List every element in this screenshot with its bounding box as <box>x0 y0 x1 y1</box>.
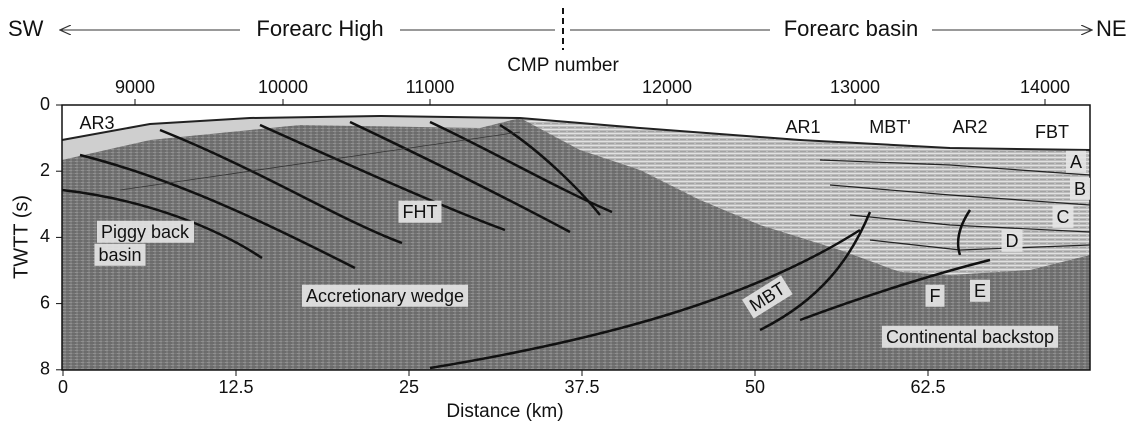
annotation-text: AR1 <box>785 117 820 137</box>
annotation-text: FBT <box>1035 122 1069 142</box>
annotation: Piggy back <box>97 221 194 243</box>
annotation-text: B <box>1074 179 1086 199</box>
annotation-text: Continental backstop <box>886 327 1054 347</box>
x-tick-label: 37.5 <box>564 377 599 397</box>
header: SW Forearc High Forearc basin NE <box>8 8 1127 50</box>
annotation-text: Piggy back <box>101 222 190 242</box>
annotation-text: A <box>1070 152 1082 172</box>
annotation: AR1 <box>785 117 820 137</box>
annotation: F <box>926 285 945 307</box>
annotation-text: AR2 <box>952 117 987 137</box>
top-tick-label: 12000 <box>642 77 692 97</box>
y-tick-label: 2 <box>40 160 50 180</box>
annotation: C <box>1053 206 1074 228</box>
header-left: SW <box>8 16 44 41</box>
annotation: MBT' <box>869 117 910 137</box>
annotation: Accretionary wedge <box>302 285 468 307</box>
annotation: Continental backstop <box>882 326 1058 348</box>
annotation: AR2 <box>952 117 987 137</box>
annotation: A <box>1066 151 1086 173</box>
top-tick-label: 13000 <box>830 77 880 97</box>
top-axis-title: CMP number <box>507 55 619 76</box>
annotation: basin <box>94 244 145 266</box>
header-right: NE <box>1096 16 1127 41</box>
y-tick-label: 6 <box>40 292 50 312</box>
y-tick-label: 4 <box>40 226 50 246</box>
top-tick-label: 14000 <box>1020 77 1070 97</box>
annotation-text: Accretionary wedge <box>306 286 464 306</box>
annotation-text: MBT' <box>869 117 910 137</box>
annotation: E <box>970 280 990 302</box>
y-tick-label: 0 <box>40 94 50 114</box>
annotation: AR3 <box>79 113 114 133</box>
x-tick-label: 62.5 <box>910 377 945 397</box>
annotation: FBT <box>1035 122 1069 142</box>
annotation-text: FHT <box>403 202 438 222</box>
section-label: Forearc High <box>256 16 383 41</box>
x-tick-label: 12.5 <box>218 377 253 397</box>
x-tick-label: 25 <box>399 377 419 397</box>
annotation-text: C <box>1057 207 1070 227</box>
section-label: Forearc basin <box>784 16 919 41</box>
bottom-axis-title: Distance (km) <box>446 401 563 422</box>
annotation: FHT <box>399 201 442 223</box>
x-tick-label: 50 <box>745 377 765 397</box>
top-tick-label: 9000 <box>115 77 155 97</box>
annotation-text: D <box>1006 231 1019 251</box>
annotation-text: E <box>974 281 986 301</box>
annotation: D <box>1002 230 1023 252</box>
x-tick-label: 0 <box>58 377 68 397</box>
left-axis-title: TWTT (s) <box>10 195 32 279</box>
annotation: B <box>1070 178 1090 200</box>
top-tick-label: 11000 <box>406 77 455 97</box>
annotation-text: AR3 <box>79 113 114 133</box>
annotation-text: basin <box>98 245 141 265</box>
seismic-figure: SW Forearc High Forearc basin NE CMP num… <box>0 0 1137 428</box>
annotation-text: F <box>930 286 941 306</box>
y-tick-label: 8 <box>40 359 50 379</box>
top-tick-label: 10000 <box>258 77 308 97</box>
